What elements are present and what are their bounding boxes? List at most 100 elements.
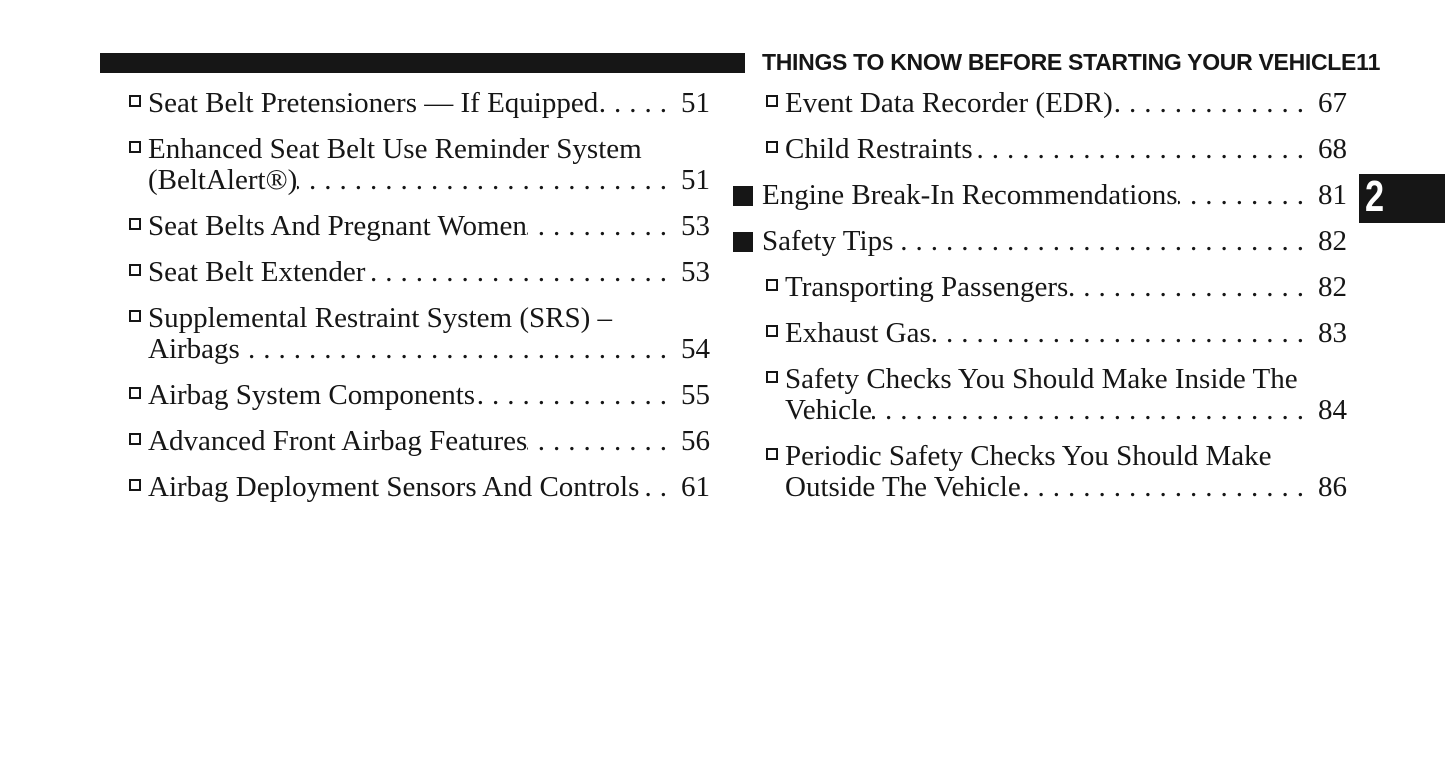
toc-entry: Seat Belts And Pregnant Women...........… <box>100 211 710 242</box>
hollow-square-bullet-icon <box>129 264 141 276</box>
toc-entry-label: Enhanced Seat Belt Use Reminder System <box>148 133 642 165</box>
toc-entry-page-number: 54 <box>681 333 710 365</box>
toc-column-right: Event Data Recorder (EDR)...............… <box>733 88 1347 518</box>
toc-entry: Seat Belt Pretensioners — If Equipped...… <box>100 88 710 119</box>
toc-entry-label: (BeltAlert®) <box>148 164 298 196</box>
toc-entry-label: Outside The Vehicle <box>785 471 1021 503</box>
toc-entry-line: Safety Tips.............................… <box>733 226 1347 257</box>
toc-entry: Airbag System Components................… <box>100 380 710 411</box>
toc-entry-label: Child Restraints <box>785 133 973 165</box>
dot-leader: ........................................… <box>893 226 1312 257</box>
dot-leader: ........................................… <box>527 211 675 242</box>
hollow-square-bullet-icon <box>766 141 778 153</box>
toc-entry-label: Airbag Deployment Sensors And Controls <box>148 471 640 503</box>
hollow-square-bullet-icon <box>766 371 778 383</box>
dot-leader: ........................................… <box>297 165 675 196</box>
toc-entry-line: Airbag Deployment Sensors And Controls..… <box>100 472 710 503</box>
toc-entry-label: Exhaust Gas <box>785 317 931 349</box>
hollow-square-bullet-icon <box>766 325 778 337</box>
toc-entry-page-number: 53 <box>681 256 710 288</box>
toc-entry: Safety Tips.............................… <box>733 226 1347 257</box>
toc-entry: Supplemental Restraint System (SRS) – Air… <box>100 303 710 365</box>
toc-entry-page-number: 67 <box>1318 87 1347 119</box>
chapter-title: THINGS TO KNOW BEFORE STARTING YOUR VEHI… <box>762 49 1357 75</box>
toc-entry-page-number: 68 <box>1318 133 1347 165</box>
toc-entry-line: Outside The Vehicle.....................… <box>733 472 1347 503</box>
hollow-square-bullet-icon <box>766 279 778 291</box>
toc-entry-line: Safety Checks You Should Make Inside The <box>733 364 1347 395</box>
toc-entry-line: (BeltAlert®)............................… <box>100 165 710 196</box>
chapter-tab-number: 2 <box>1365 172 1385 221</box>
dot-leader: ........................................… <box>239 334 675 365</box>
toc-entry: Seat Belt Extender......................… <box>100 257 710 288</box>
dot-leader: ........................................… <box>1068 272 1312 303</box>
toc-entry: Periodic Safety Checks You Should Make Ou… <box>733 441 1347 503</box>
toc-entry: Safety Checks You Should Make Inside The… <box>733 364 1347 426</box>
hollow-square-bullet-icon <box>129 387 141 399</box>
toc-entry-page-number: 81 <box>1318 179 1347 211</box>
toc-entry-line: Transporting Passengers.................… <box>733 272 1347 303</box>
toc-entry-page-number: 56 <box>681 425 710 457</box>
dot-leader: ........................................… <box>871 395 1312 426</box>
toc-entry-label: Event Data Recorder (EDR) <box>785 87 1113 119</box>
filled-square-bullet-icon <box>733 232 753 252</box>
hollow-square-bullet-icon <box>129 141 141 153</box>
toc-entry-line: Exhaust Gas.............................… <box>733 318 1347 349</box>
hollow-square-bullet-icon <box>129 479 141 491</box>
filled-square-bullet-icon <box>733 186 753 206</box>
toc-entry: Child Restraints........................… <box>733 134 1347 165</box>
toc-entry-label: Seat Belts And Pregnant Women <box>148 210 527 242</box>
toc-entry-line: Child Restraints........................… <box>733 134 1347 165</box>
toc-entry-line: Advanced Front Airbag Features..........… <box>100 426 710 457</box>
toc-entry-label: Airbag System Components <box>148 379 476 411</box>
toc-entry-page-number: 82 <box>1318 225 1347 257</box>
dot-leader: ........................................… <box>973 134 1312 165</box>
header-bar <box>100 53 745 73</box>
dot-leader: ........................................… <box>930 318 1312 349</box>
toc-entry-label: Engine Break-In Recommendations <box>762 179 1178 211</box>
toc-entry: Transporting Passengers.................… <box>733 272 1347 303</box>
toc-entry-line: Airbags.................................… <box>100 334 710 365</box>
hollow-square-bullet-icon <box>129 95 141 107</box>
dot-leader: ........................................… <box>365 257 675 288</box>
toc-entry-page-number: 55 <box>681 379 710 411</box>
toc-entry-line: Vehicle.................................… <box>733 395 1347 426</box>
toc-entry-line: Seat Belts And Pregnant Women...........… <box>100 211 710 242</box>
dot-leader: ........................................… <box>1021 472 1312 503</box>
toc-entry-label: Seat Belt Pretensioners — If Equipped <box>148 87 599 119</box>
toc-entry-label: Safety Tips <box>762 225 894 257</box>
hollow-square-bullet-icon <box>766 95 778 107</box>
hollow-square-bullet-icon <box>129 218 141 230</box>
toc-entry-page-number: 51 <box>681 87 710 119</box>
toc-entry-label: Advanced Front Airbag Features <box>148 425 528 457</box>
toc-entry-label: Vehicle <box>785 394 872 426</box>
toc-entry-page-number: 86 <box>1318 471 1347 503</box>
hollow-square-bullet-icon <box>129 310 141 322</box>
toc-entry-label: Supplemental Restraint System (SRS) – <box>148 302 612 334</box>
toc-entry: Advanced Front Airbag Features..........… <box>100 426 710 457</box>
hollow-square-bullet-icon <box>766 448 778 460</box>
toc-entry-page-number: 84 <box>1318 394 1347 426</box>
toc-entry-line: Engine Break-In Recommendations.........… <box>733 180 1347 211</box>
toc-entry-label: Safety Checks You Should Make Inside The <box>785 363 1298 395</box>
toc-entry-line: Enhanced Seat Belt Use Reminder System <box>100 134 710 165</box>
toc-entry-line: Airbag System Components................… <box>100 380 710 411</box>
toc-entry-line: Seat Belt Pretensioners — If Equipped...… <box>100 88 710 119</box>
dot-leader: ........................................… <box>639 472 675 503</box>
toc-entry-page-number: 82 <box>1318 271 1347 303</box>
toc-entry-page-number: 51 <box>681 164 710 196</box>
toc-entry-label: Periodic Safety Checks You Should Make <box>785 440 1272 472</box>
dot-leader: ........................................… <box>475 380 675 411</box>
toc-entry: Engine Break-In Recommendations.........… <box>733 180 1347 211</box>
running-header: THINGS TO KNOW BEFORE STARTING YOUR VEHI… <box>762 51 1380 74</box>
toc-column-left: Seat Belt Pretensioners — If Equipped...… <box>100 88 710 518</box>
dot-leader: ........................................… <box>527 426 675 457</box>
toc-entry: Airbag Deployment Sensors And Controls..… <box>100 472 710 503</box>
dot-leader: ........................................… <box>598 88 675 119</box>
dot-leader: ........................................… <box>1177 180 1312 211</box>
toc-entry: Exhaust Gas.............................… <box>733 318 1347 349</box>
hollow-square-bullet-icon <box>129 433 141 445</box>
toc-entry: Event Data Recorder (EDR)...............… <box>733 88 1347 119</box>
toc-entry: Enhanced Seat Belt Use Reminder System (B… <box>100 134 710 196</box>
toc-entry-label: Airbags <box>148 333 240 365</box>
